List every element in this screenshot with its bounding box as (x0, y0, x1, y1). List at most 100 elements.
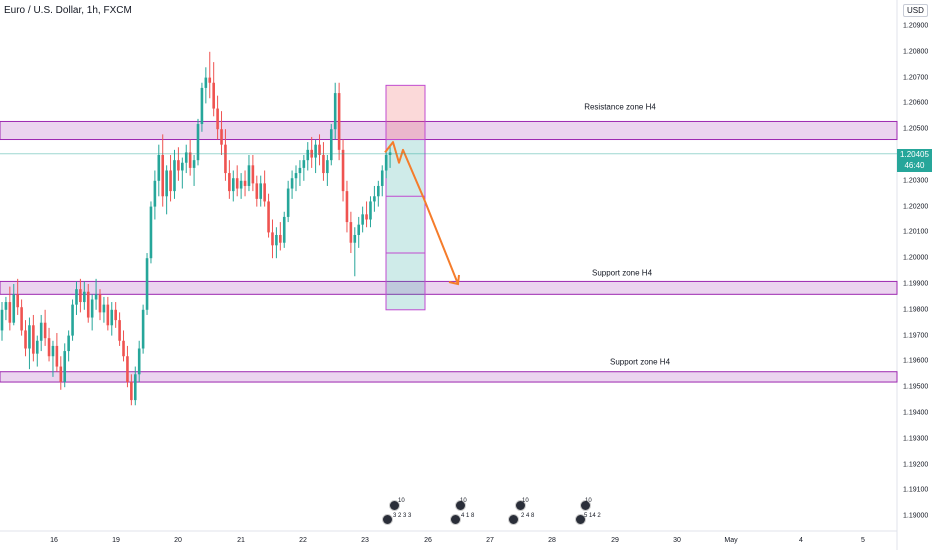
event-count-bottom: 5 14 2 (584, 513, 601, 519)
y-tick-label: 1.19200 (903, 461, 929, 469)
position-target-area[interactable] (385, 139, 426, 311)
candle-body (247, 165, 251, 186)
candle-body (90, 299, 94, 318)
y-tick-label: 1.20900 (903, 22, 929, 30)
candle-body (32, 325, 35, 354)
candle-body (28, 325, 31, 349)
y-tick-label: 1.19300 (903, 435, 929, 443)
candle-body (39, 322, 43, 341)
candle-body (314, 144, 317, 158)
event-flag-icon (450, 514, 461, 525)
candle-body (55, 345, 59, 367)
candle-body (290, 178, 294, 189)
candle-body (47, 338, 51, 357)
support-zone-upper-label: Support zone H4 (591, 268, 653, 278)
y-tick-label: 1.19600 (903, 357, 929, 365)
candle-body (181, 162, 184, 171)
y-tick-label: 1.20300 (903, 177, 929, 185)
candle-body (204, 77, 208, 88)
zone-rect[interactable] (0, 371, 898, 383)
candle-body (165, 170, 168, 197)
y-tick-label: 1.20700 (903, 74, 929, 82)
candle-body (337, 93, 341, 150)
event-count-top: 10 (522, 498, 529, 504)
candle-body (216, 108, 219, 130)
candle-body (267, 201, 270, 233)
candle-body (353, 234, 357, 243)
projection-arrowhead (448, 274, 460, 286)
y-tick-label: 1.19100 (903, 486, 929, 494)
x-tick-label: 29 (611, 537, 619, 544)
current-price-value: 1.20405 (900, 150, 929, 159)
candle-body (243, 180, 247, 186)
candle-body (67, 335, 70, 352)
chart-title: Euro / U.S. Dollar, 1h, FXCM (4, 5, 132, 16)
candle-body (228, 173, 231, 192)
candle-body (263, 183, 266, 202)
plot-background (0, 0, 897, 550)
candle-body (149, 206, 153, 259)
candle-body (20, 307, 23, 331)
current-price-tag: 1.20405 46:40 (897, 149, 932, 172)
event-count-top: 10 (460, 498, 467, 504)
candle-body (361, 214, 364, 225)
candle-body (110, 309, 114, 326)
currency-label[interactable]: USD (903, 4, 928, 17)
y-tick-label: 1.20600 (903, 99, 929, 107)
y-tick-label: 1.19900 (903, 280, 929, 288)
candle-body (169, 170, 172, 192)
candle-body (329, 129, 333, 161)
candle-body (173, 160, 176, 192)
zone-rect[interactable] (0, 280, 898, 295)
candle-body (188, 152, 192, 168)
y-tick-label: 1.20000 (903, 254, 929, 262)
candle-body (122, 340, 125, 357)
event-count-bottom: 3 2 3 3 (393, 513, 412, 519)
y-tick-label: 1.19800 (903, 306, 929, 314)
candle-body (79, 289, 82, 303)
candle-body (306, 149, 310, 161)
candle-body (373, 196, 376, 202)
x-tick-label: 19 (112, 537, 120, 544)
candle-body (282, 216, 286, 243)
y-tick-label: 1.20500 (903, 125, 929, 133)
y-tick-label: 1.20800 (903, 48, 929, 56)
x-tick-label: 20 (174, 537, 182, 544)
event-count-bottom: 4 1 8 (461, 513, 475, 519)
candle-body (200, 87, 204, 125)
candle-body (141, 309, 145, 349)
support-zone-lower-label: Support zone H4 (609, 357, 671, 367)
economic-event-marker[interactable]: 10 3 2 3 3 (380, 498, 414, 526)
candle-body (349, 222, 353, 243)
event-flag-icon (580, 500, 591, 511)
candle-body (118, 320, 121, 341)
candle-body (153, 180, 157, 207)
candle-body (384, 155, 388, 171)
candle-body (279, 234, 282, 243)
candle-body (294, 173, 298, 179)
projection-path[interactable] (384, 141, 459, 285)
candle-body (196, 124, 200, 161)
candle-body (298, 167, 302, 174)
y-tick-label: 1.19400 (903, 409, 929, 417)
event-flag-icon (575, 514, 586, 525)
economic-event-marker[interactable]: 10 4 1 8 (448, 498, 482, 526)
zone-rect[interactable] (0, 120, 898, 141)
candle-body (302, 160, 306, 168)
event-flag-icon (508, 514, 519, 525)
economic-event-marker[interactable]: 10 2 4 8 (506, 498, 540, 526)
candle-body (369, 201, 372, 220)
x-tick-label: 5 (861, 537, 865, 544)
y-tick-label: 1.19700 (903, 332, 929, 340)
candle-body (333, 93, 337, 130)
candle-body (271, 232, 274, 246)
candle-body (224, 144, 227, 174)
candle-body (318, 144, 321, 155)
candle-body (322, 155, 325, 174)
economic-event-marker[interactable]: 10 5 14 2 (573, 498, 607, 526)
candle-body (365, 214, 368, 220)
position-stop-area[interactable] (385, 84, 426, 141)
candle-body (137, 348, 141, 375)
candle-body (177, 160, 180, 171)
